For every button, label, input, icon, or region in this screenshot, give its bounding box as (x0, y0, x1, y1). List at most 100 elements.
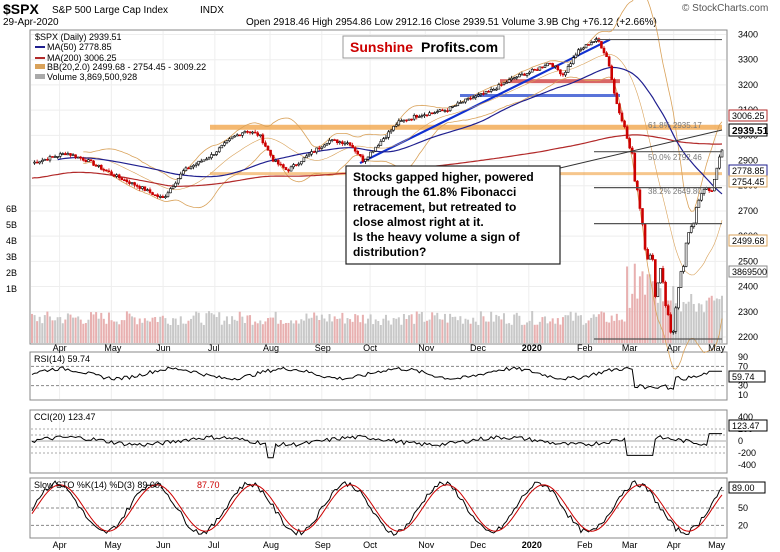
volume-bar (556, 318, 559, 343)
volume-bar (318, 319, 321, 343)
candle-body (418, 116, 421, 118)
candle-body (392, 126, 395, 131)
logo-box (342, 35, 505, 59)
volume-bar (397, 317, 400, 343)
volume-bars (31, 263, 723, 343)
candle-body (79, 156, 83, 159)
candle-body (158, 196, 162, 198)
candle-body (87, 159, 90, 162)
volume-bar (482, 316, 485, 343)
volume-bar (131, 316, 134, 343)
candle-body (153, 194, 157, 197)
candle-body (369, 151, 372, 158)
volume-bar (279, 320, 282, 343)
volume-bar (533, 324, 536, 343)
sto-badge-box (728, 481, 766, 494)
candle-body (271, 155, 275, 162)
candle-body (538, 66, 542, 71)
volume-bar (161, 315, 164, 343)
candle-body (99, 164, 103, 170)
volume-bar (451, 316, 454, 343)
volume-bar (46, 311, 49, 343)
volume-bar (449, 313, 452, 343)
badge-ma50: 2778.85 (732, 166, 765, 176)
candle-body (364, 158, 367, 162)
volume-tick-label: 1B (6, 284, 17, 294)
volume-bar (43, 315, 46, 343)
candle-body (187, 167, 190, 170)
volume-bar (418, 313, 421, 343)
candle-body (494, 88, 498, 91)
volume-bar (384, 314, 387, 343)
volume-bar (646, 274, 649, 343)
candle-body (330, 139, 334, 141)
candle-body (548, 62, 552, 65)
ohlc-summary: Open 2918.46 High 2954.86 Low 2912.16 Cl… (246, 17, 657, 28)
candle-body (664, 281, 667, 306)
candle-body (553, 65, 557, 68)
rsi-tick-label: 90 (738, 352, 748, 362)
candle-body (64, 153, 67, 156)
volume-bar (615, 313, 618, 343)
volume-bar (703, 312, 706, 343)
candle-body (669, 314, 672, 333)
candle-body (51, 156, 54, 158)
cci-line (31, 433, 722, 459)
candle-body (348, 142, 352, 146)
volume-bar (331, 321, 334, 343)
month-label-bottom: Feb (577, 540, 593, 550)
volume-bar (597, 314, 600, 343)
volume-bar (623, 321, 626, 343)
volume-bar (620, 319, 623, 343)
volume-bar (125, 311, 128, 343)
candle-body (453, 105, 457, 107)
volume-bar (579, 315, 582, 343)
volume-tick-label: 6B (6, 204, 17, 214)
candle-body (710, 190, 714, 192)
volume-bar (356, 315, 359, 343)
candle-body (317, 147, 321, 150)
annotation-line-4: close almost right at it. (353, 215, 484, 229)
volume-bar (541, 317, 544, 343)
volume-bar (31, 313, 33, 343)
candle-body (525, 73, 529, 76)
volume-bar (495, 314, 498, 343)
volume-bar (218, 312, 221, 343)
volume-bar (426, 320, 429, 343)
candle-body (253, 131, 257, 134)
candle-body (107, 170, 111, 173)
volume-bar (459, 316, 462, 343)
volume-bar (469, 323, 472, 343)
candle-body (474, 95, 478, 98)
volume-bar (585, 323, 588, 343)
volume-bar (249, 315, 252, 343)
candle-body (210, 154, 213, 159)
volume-bar (159, 316, 162, 343)
candle-body (66, 153, 70, 156)
candle-body (135, 184, 139, 187)
candle-body (333, 139, 336, 141)
volume-bar (467, 319, 470, 343)
volume-bar (282, 323, 285, 343)
candle-body (125, 179, 129, 183)
candle-body (251, 131, 254, 134)
candle-body (287, 169, 290, 172)
candles (33, 36, 724, 335)
chart-symbol: $SPX (3, 1, 39, 17)
candle-body (479, 93, 483, 96)
annotation-line-1: Stocks gapped higher, powered (353, 170, 534, 184)
candle-body (402, 119, 406, 122)
volume-bar (549, 321, 552, 343)
candle-body (674, 307, 678, 332)
candle-body (448, 106, 452, 112)
candle-body (520, 73, 524, 76)
candle-body (451, 106, 454, 108)
candle-body (105, 169, 108, 172)
volume-bar (513, 314, 516, 343)
volume-bar (184, 323, 187, 343)
legend-spx: $SPX (Daily) 2939.51 (35, 32, 122, 42)
volume-bar (61, 323, 64, 343)
volume-bar (164, 318, 167, 343)
volume-bar (243, 322, 246, 343)
